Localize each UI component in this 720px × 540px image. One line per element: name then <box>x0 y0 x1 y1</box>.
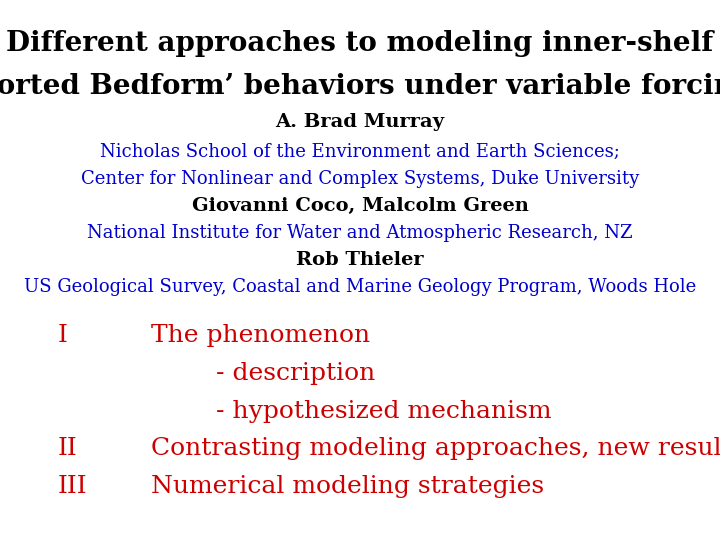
Text: The phenomenon: The phenomenon <box>151 324 370 347</box>
Text: ‘Sorted Bedform’ behaviors under variable forcing: ‘Sorted Bedform’ behaviors under variabl… <box>0 73 720 100</box>
Text: Center for Nonlinear and Complex Systems, Duke University: Center for Nonlinear and Complex Systems… <box>81 170 639 188</box>
Text: National Institute for Water and Atmospheric Research, NZ: National Institute for Water and Atmosph… <box>87 224 633 242</box>
Text: Nicholas School of the Environment and Earth Sciences;: Nicholas School of the Environment and E… <box>100 143 620 161</box>
Text: Giovanni Coco, Malcolm Green: Giovanni Coco, Malcolm Green <box>192 197 528 215</box>
Text: Contrasting modeling approaches, new results: Contrasting modeling approaches, new res… <box>151 437 720 461</box>
Text: Different approaches to modeling inner-shelf: Different approaches to modeling inner-s… <box>6 30 714 57</box>
Text: - hypothesized mechanism: - hypothesized mechanism <box>216 400 552 423</box>
Text: II: II <box>58 437 77 461</box>
Text: III: III <box>58 475 87 498</box>
Text: - description: - description <box>216 362 375 385</box>
Text: US Geological Survey, Coastal and Marine Geology Program, Woods Hole: US Geological Survey, Coastal and Marine… <box>24 278 696 296</box>
Text: Rob Thieler: Rob Thieler <box>296 251 424 269</box>
Text: A. Brad Murray: A. Brad Murray <box>276 113 444 131</box>
Text: Numerical modeling strategies: Numerical modeling strategies <box>151 475 544 498</box>
Text: I: I <box>58 324 68 347</box>
